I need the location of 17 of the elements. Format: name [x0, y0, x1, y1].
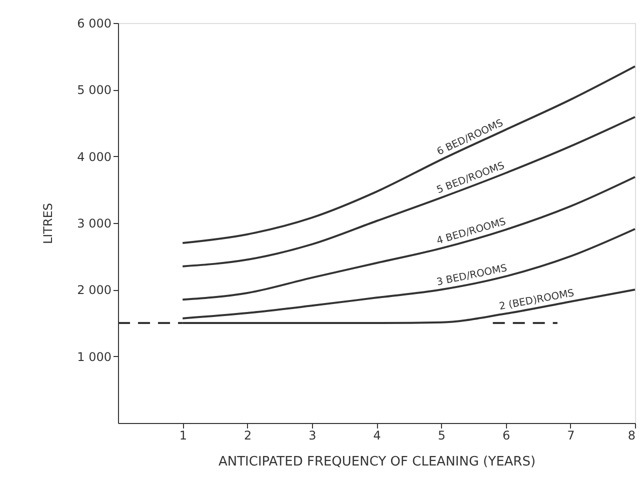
x-tick-label: 5	[438, 428, 446, 442]
x-tick-label: 4	[373, 428, 381, 442]
x-tick-label: 6	[502, 428, 510, 442]
x-tick-label: 7	[567, 428, 575, 442]
y-tick-label: 4 000	[77, 150, 112, 164]
line-series	[182, 65, 636, 244]
y-tick-label: 2 000	[77, 283, 112, 298]
y-tick-label: 5 000	[77, 83, 112, 98]
x-axis-title: ANTICIPATED FREQUENCY OF CLEANING (YEARS)	[218, 454, 536, 470]
x-tick-label: 2	[244, 428, 252, 442]
x-tick-label: 3	[308, 428, 316, 442]
y-tick-label: 3 000	[77, 216, 112, 230]
x-tick-label: 8	[628, 428, 636, 442]
y-axis-title: LITRES	[41, 202, 56, 244]
y-tick-label: 6 000	[77, 16, 112, 30]
y-tick-label: 1 000	[77, 350, 112, 364]
x-tick-label: 1	[179, 428, 187, 442]
